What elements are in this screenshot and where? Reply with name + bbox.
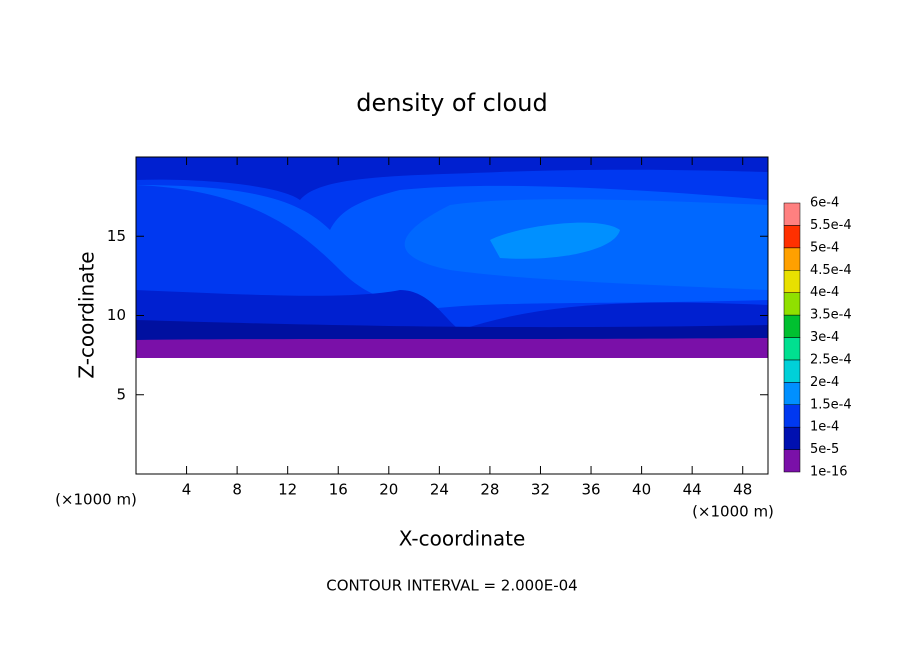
colorbar-label: 3e-4 [810,330,839,345]
colorbar-label: 2e-4 [810,375,839,390]
colorbar-label: 5e-4 [810,240,839,255]
x-tick-label: 40 [632,481,651,499]
x-tick-label: 48 [733,481,752,499]
colorbar-swatch [783,404,801,428]
colorbar-swatch [783,225,801,249]
colorbar-swatch [783,337,801,361]
colorbar-label: 1.5e-4 [810,397,852,412]
x-tick-label: 36 [581,481,600,499]
x-tick-label: 12 [278,481,297,499]
x-tick-label: 28 [480,481,499,499]
colorbar-label: 1e-16 [810,465,848,480]
colorbar-label: 4e-4 [810,285,839,300]
chart-title: density of cloud [356,89,547,117]
y-tick-label: 10 [107,306,126,324]
x-unit: (×1000 m) [692,503,774,521]
colorbar-label: 5.5e-4 [810,218,852,233]
y-tick-label: 5 [116,385,126,403]
colorbar-label: 6e-4 [810,196,839,211]
colorbar-label: 2.5e-4 [810,352,852,367]
colorbar-label: 4.5e-4 [810,263,852,278]
colorbar-label: 5e-5 [810,442,839,457]
x-tick-label: 32 [531,481,550,499]
colorbar-swatch [783,270,801,293]
colorbar-swatch [783,247,801,271]
colorbar-swatch [783,359,801,383]
x-unit: (×1000 m) [55,491,137,509]
footer-note: CONTOUR INTERVAL = 2.000E-04 [326,577,577,595]
y-axis-label: Z-coordinate [75,251,99,378]
colorbar-swatch [783,314,801,338]
x-tick-label: 24 [430,481,449,499]
colorbar-swatch [783,202,801,226]
colorbar-label: 1e-4 [810,420,839,435]
contour-field [136,157,768,474]
x-axis-label: X-coordinate [399,527,526,551]
x-tick-label: 20 [379,481,398,499]
colorbar-swatch [783,292,801,316]
x-tick-label: 44 [683,481,702,499]
colorbar-swatch [783,426,801,450]
x-tick-label: 4 [182,481,192,499]
colorbar-label: 3.5e-4 [810,308,852,323]
x-tick-label: 16 [329,481,348,499]
colorbar-swatch [783,449,801,473]
colorbar-swatch [783,382,801,406]
x-tick-label: 8 [232,481,242,499]
y-tick-label: 15 [107,227,126,245]
